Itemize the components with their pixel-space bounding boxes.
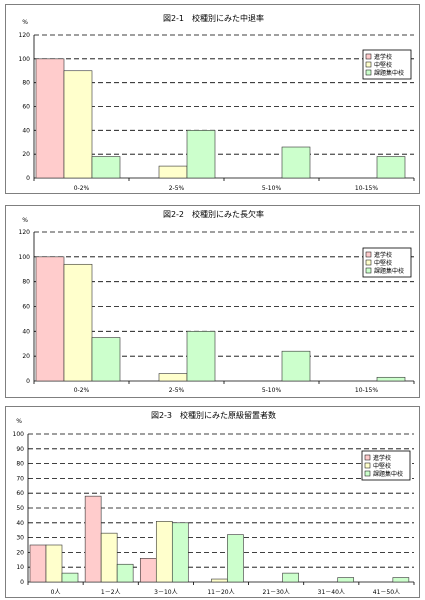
y-tick-label: 30 [16, 535, 24, 542]
y-tick-label: 100 [19, 56, 31, 63]
bar [63, 70, 93, 179]
bar [45, 544, 63, 583]
bar [392, 577, 410, 583]
bar [100, 532, 118, 583]
bar [282, 572, 299, 583]
y-axis-unit: % [16, 418, 22, 425]
legend-label: 進学校 [374, 251, 392, 259]
y-tick-label: 60 [22, 104, 30, 111]
y-axis-unit: % [22, 217, 28, 224]
bar [281, 350, 311, 382]
legend-swatch [365, 53, 372, 60]
y-tick-label: 90 [16, 446, 24, 453]
legend-label: 進学校 [374, 53, 392, 61]
y-tick-label: 0 [26, 378, 30, 385]
bar [116, 563, 134, 583]
y-tick-label: 100 [19, 254, 31, 261]
bar [139, 558, 157, 583]
bar [35, 58, 65, 179]
legend-swatch [365, 61, 372, 68]
y-tick-label: 20 [22, 353, 30, 360]
bar [61, 572, 79, 583]
legend-label: 中堅校 [373, 462, 391, 470]
legend-swatch [365, 69, 372, 76]
x-tick-label: 1－2人 [101, 589, 121, 596]
x-tick-label: 10-15% [355, 387, 378, 394]
legend-swatch [365, 267, 372, 274]
y-tick-label: 60 [22, 304, 30, 311]
legend-swatch [365, 259, 372, 266]
legend-swatch [364, 454, 371, 461]
chart-3: 図2-3 校種別にみた原級留置者数% 0 10 20 30 40 50 60 70 80 90 100… [13, 410, 415, 596]
bar [29, 544, 47, 583]
y-tick-label: 20 [22, 151, 30, 158]
x-tick-label: 41－50人 [373, 589, 400, 596]
y-tick-label: 100 [13, 431, 25, 438]
legend-swatch [365, 251, 372, 258]
x-tick-label: 31－40人 [318, 589, 345, 596]
y-tick-label: 70 [16, 475, 24, 482]
y-tick-label: 120 [19, 229, 31, 236]
y-tick-label: 0 [20, 579, 24, 586]
y-tick-label: 40 [22, 127, 30, 134]
y-tick-label: 50 [16, 505, 24, 512]
x-tick-label: 5-10% [262, 387, 282, 394]
x-tick-label: 21－30人 [263, 589, 290, 596]
bar [158, 165, 188, 179]
x-tick-label: 0-2% [74, 185, 90, 192]
bar [158, 373, 188, 382]
x-tick-label: 0人 [51, 589, 61, 596]
bar [376, 376, 406, 382]
bar [35, 256, 65, 382]
x-tick-label: 11－20人 [207, 589, 234, 596]
bar [171, 522, 189, 583]
legend-swatch [364, 470, 371, 477]
x-tick-label: 0-2% [74, 387, 90, 394]
legend-label: 中堅校 [374, 61, 392, 69]
x-tick-label: 5-10% [262, 185, 282, 192]
bar [84, 495, 102, 583]
y-tick-label: 120 [19, 32, 31, 39]
chart-title: 図2-2 校種別にみた長欠率 [163, 209, 264, 219]
bar [186, 130, 216, 179]
bar [91, 337, 121, 382]
y-tick-label: 40 [16, 520, 24, 527]
x-tick-label: 2-5% [169, 387, 185, 394]
bar [376, 156, 406, 179]
y-tick-label: 60 [16, 490, 24, 497]
bar [186, 331, 216, 382]
y-tick-label: 10 [16, 564, 24, 571]
bar [155, 521, 173, 583]
bar [281, 146, 311, 179]
y-tick-label: 40 [22, 328, 30, 335]
chart-1: 図2-1 校種別にみた中退率% 0 20 40 60 80 100 120 0-2% 2-5% 5-… [19, 13, 415, 192]
y-tick-label: 80 [22, 80, 30, 87]
legend-label: 課題集中校 [374, 267, 404, 275]
legend-label: 中堅校 [374, 259, 392, 267]
bar [211, 578, 228, 583]
y-axis-unit: % [22, 19, 28, 26]
y-tick-label: 80 [16, 461, 24, 468]
y-tick-label: 20 [16, 549, 24, 556]
chart-panel-2: 図2-2 校種別にみた長欠率% 0 20 40 60 80 100 120 0-2% 2-5% 5-… [5, 205, 420, 398]
chart-panel-3: 図2-3 校種別にみた原級留置者数% 0 10 20 30 40 50 60 70 80 90 100… [5, 406, 420, 598]
bar [91, 156, 121, 179]
x-tick-label: 3－10人 [154, 589, 177, 596]
x-tick-label: 2-5% [169, 185, 185, 192]
y-tick-label: 80 [22, 279, 30, 286]
chart-title: 図2-3 校種別にみた原級留置者数 [151, 410, 276, 420]
chart-title: 図2-1 校種別にみた中退率 [163, 13, 264, 23]
bar [337, 577, 355, 583]
x-tick-label: 10-15% [355, 185, 378, 192]
chart-panel-1: 図2-1 校種別にみた中退率% 0 20 40 60 80 100 120 0-2% 2-5% 5-… [5, 4, 420, 194]
legend-label: 課題集中校 [374, 69, 404, 77]
legend-label: 進学校 [373, 454, 391, 462]
chart-2: 図2-2 校種別にみた長欠率% 0 20 40 60 80 100 120 0-2% 2-5% 5-… [19, 209, 415, 394]
legend-swatch [364, 462, 371, 469]
bar [63, 263, 93, 382]
y-tick-label: 0 [26, 175, 30, 182]
bar [227, 534, 244, 583]
legend-label: 課題集中校 [373, 470, 403, 478]
